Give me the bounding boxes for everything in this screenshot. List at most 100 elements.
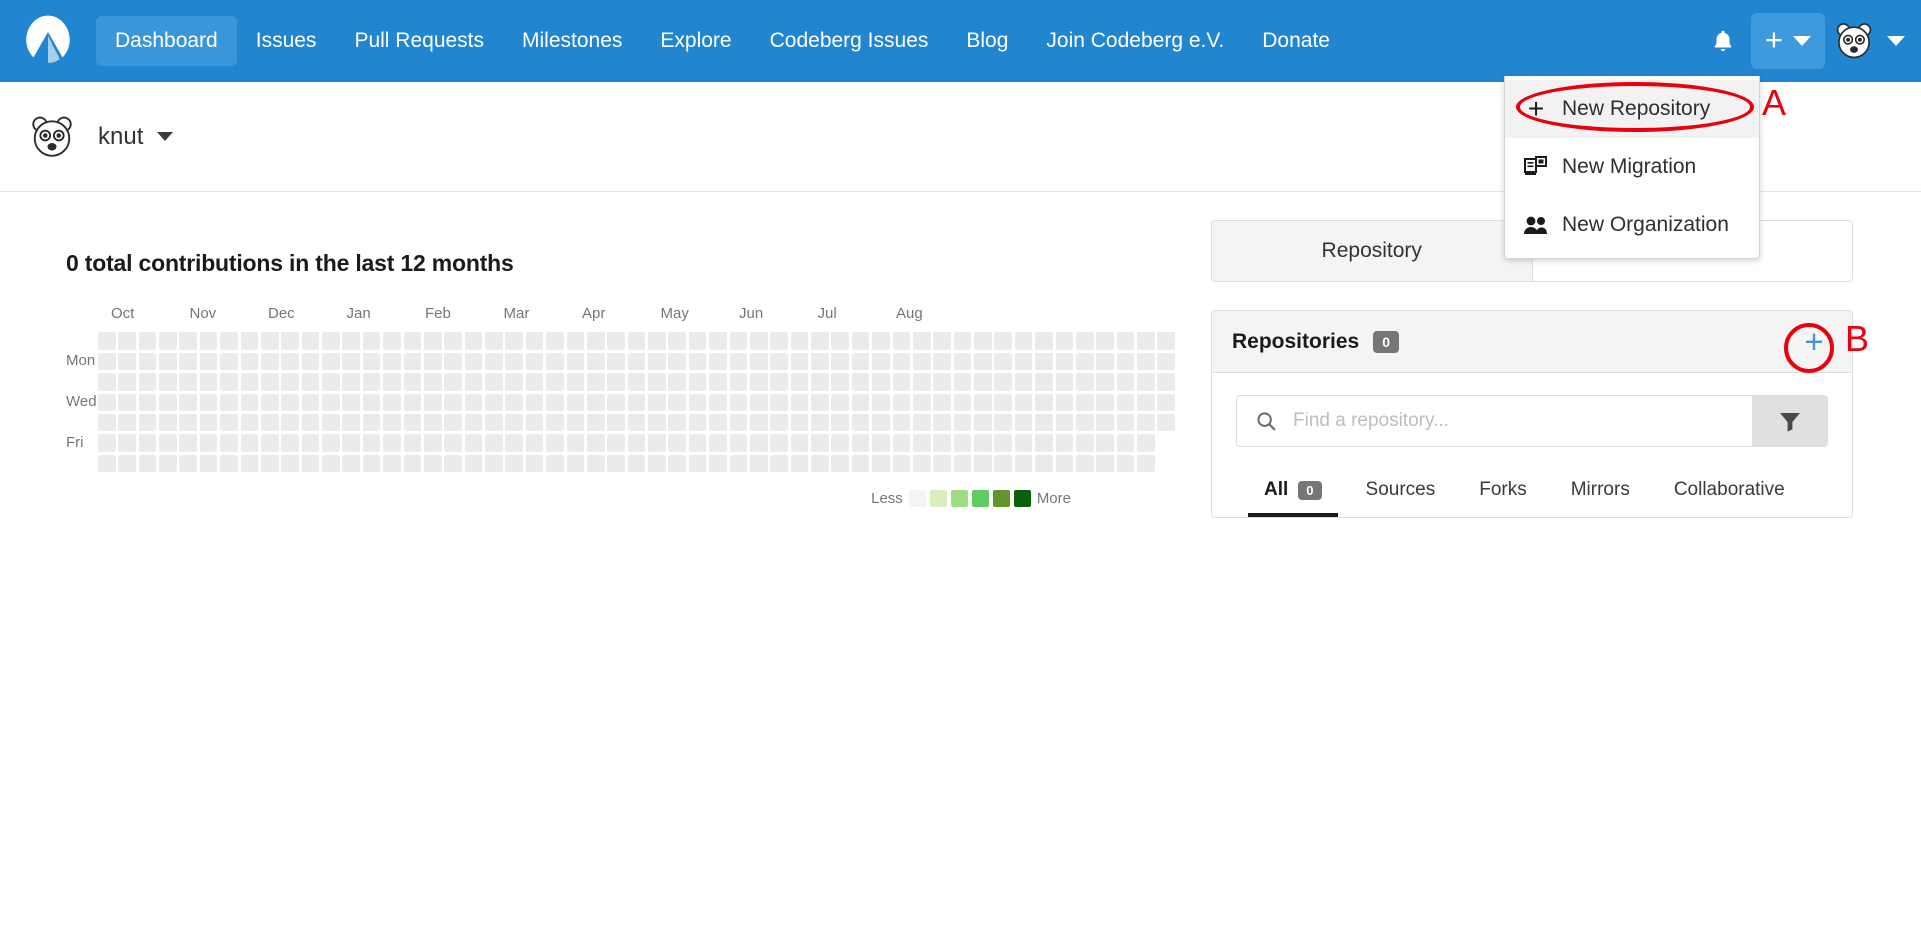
heatmap-cell[interactable]: [138, 434, 157, 452]
heatmap-cell[interactable]: [1096, 352, 1114, 371]
heatmap-cell[interactable]: [749, 393, 768, 412]
heatmap-cell[interactable]: [281, 352, 299, 371]
heatmap-cell[interactable]: [851, 434, 870, 452]
heatmap-cell[interactable]: [668, 393, 687, 412]
heatmap-cell[interactable]: [912, 332, 931, 350]
heatmap-cell[interactable]: [729, 332, 748, 350]
heatmap-cell[interactable]: [179, 434, 198, 452]
heatmap-cell[interactable]: [179, 454, 198, 473]
heatmap-cell[interactable]: [770, 373, 788, 391]
nav-item-join-codeberg[interactable]: Join Codeberg e.V.: [1027, 16, 1243, 66]
heatmap-cell[interactable]: [485, 413, 503, 432]
heatmap-cell[interactable]: [770, 332, 788, 350]
heatmap-cell[interactable]: [688, 393, 707, 412]
heatmap-cell[interactable]: [811, 454, 829, 473]
filter-button[interactable]: [1752, 395, 1828, 447]
heatmap-cell[interactable]: [790, 454, 809, 473]
heatmap-cell[interactable]: [342, 373, 361, 391]
heatmap-cell[interactable]: [892, 434, 911, 452]
heatmap-cell[interactable]: [953, 454, 972, 473]
heatmap-cell[interactable]: [444, 434, 462, 452]
heatmap-cell[interactable]: [546, 434, 564, 452]
heatmap-cell[interactable]: [1075, 332, 1094, 350]
heatmap-cell[interactable]: [220, 413, 238, 432]
heatmap-cell[interactable]: [444, 332, 462, 350]
repo-tab-all[interactable]: All 0: [1242, 479, 1344, 517]
heatmap-cell[interactable]: [322, 332, 340, 350]
heatmap-cell[interactable]: [790, 373, 809, 391]
heatmap-cell[interactable]: [403, 454, 422, 473]
heatmap-cell[interactable]: [546, 332, 564, 350]
heatmap-cell[interactable]: [566, 454, 585, 473]
heatmap-cell[interactable]: [688, 413, 707, 432]
heatmap-cell[interactable]: [933, 373, 951, 391]
heatmap-cell[interactable]: [179, 393, 198, 412]
heatmap-cell[interactable]: [872, 373, 890, 391]
heatmap-cell[interactable]: [1137, 352, 1155, 371]
heatmap-cell[interactable]: [118, 332, 136, 350]
heatmap-cell[interactable]: [1137, 454, 1155, 473]
heatmap-cell[interactable]: [1075, 373, 1094, 391]
heatmap-cell[interactable]: [444, 413, 462, 432]
heatmap-cell[interactable]: [586, 373, 605, 391]
heatmap-cell[interactable]: [525, 434, 544, 452]
heatmap-cell[interactable]: [790, 352, 809, 371]
heatmap-cell[interactable]: [831, 434, 850, 452]
heatmap-cell[interactable]: [505, 373, 524, 391]
heatmap-cell[interactable]: [301, 413, 320, 432]
nav-item-explore[interactable]: Explore: [641, 16, 750, 66]
heatmap-cell[interactable]: [1137, 373, 1155, 391]
heatmap-cell[interactable]: [851, 454, 870, 473]
heatmap-cell[interactable]: [811, 332, 829, 350]
heatmap-cell[interactable]: [790, 393, 809, 412]
heatmap-cell[interactable]: [464, 413, 483, 432]
heatmap-cell[interactable]: [872, 352, 890, 371]
heatmap-cell[interactable]: [749, 413, 768, 432]
heatmap-cell[interactable]: [301, 434, 320, 452]
heatmap-cell[interactable]: [1096, 393, 1114, 412]
heatmap-cell[interactable]: [1014, 373, 1033, 391]
heatmap-cell[interactable]: [933, 332, 951, 350]
heatmap-cell[interactable]: [831, 393, 850, 412]
heatmap-cell[interactable]: [607, 434, 625, 452]
heatmap-cell[interactable]: [220, 454, 238, 473]
heatmap-cell[interactable]: [362, 413, 381, 432]
repo-tab-collaborative[interactable]: Collaborative: [1652, 479, 1807, 517]
heatmap-cell[interactable]: [1075, 352, 1094, 371]
heatmap-cell[interactable]: [709, 332, 727, 350]
heatmap-cell[interactable]: [566, 352, 585, 371]
heatmap-cell[interactable]: [383, 373, 401, 391]
heatmap-cell[interactable]: [97, 434, 116, 452]
heatmap-cell[interactable]: [994, 373, 1013, 391]
heatmap-cell[interactable]: [1096, 413, 1114, 432]
heatmap-cell[interactable]: [240, 393, 259, 412]
heatmap-cell[interactable]: [892, 393, 911, 412]
heatmap-cell[interactable]: [240, 352, 259, 371]
heatmap-cell[interactable]: [566, 413, 585, 432]
heatmap-cell[interactable]: [281, 373, 299, 391]
repo-tab-forks[interactable]: Forks: [1457, 479, 1549, 517]
heatmap-cell[interactable]: [648, 454, 666, 473]
nav-item-issues[interactable]: Issues: [237, 16, 336, 66]
heatmap-cell[interactable]: [974, 413, 992, 432]
heatmap-cell[interactable]: [220, 332, 238, 350]
heatmap-cell[interactable]: [464, 332, 483, 350]
heatmap-cell[interactable]: [749, 332, 768, 350]
heatmap-cell[interactable]: [729, 373, 748, 391]
heatmap-cell[interactable]: [1075, 413, 1094, 432]
codeberg-logo[interactable]: [0, 0, 96, 82]
heatmap-cell[interactable]: [525, 373, 544, 391]
heatmap-cell[interactable]: [322, 434, 340, 452]
heatmap-cell[interactable]: [607, 373, 625, 391]
heatmap-cell[interactable]: [1157, 413, 1176, 432]
heatmap-cell[interactable]: [974, 352, 992, 371]
heatmap-cell[interactable]: [627, 434, 646, 452]
heatmap-cell[interactable]: [97, 373, 116, 391]
heatmap-cell[interactable]: [994, 393, 1013, 412]
heatmap-cell[interactable]: [525, 454, 544, 473]
heatmap-cell[interactable]: [994, 454, 1013, 473]
add-repository-button[interactable]: +: [1796, 324, 1832, 360]
heatmap-cell[interactable]: [464, 393, 483, 412]
heatmap-cell[interactable]: [403, 373, 422, 391]
heatmap-cell[interactable]: [199, 393, 218, 412]
